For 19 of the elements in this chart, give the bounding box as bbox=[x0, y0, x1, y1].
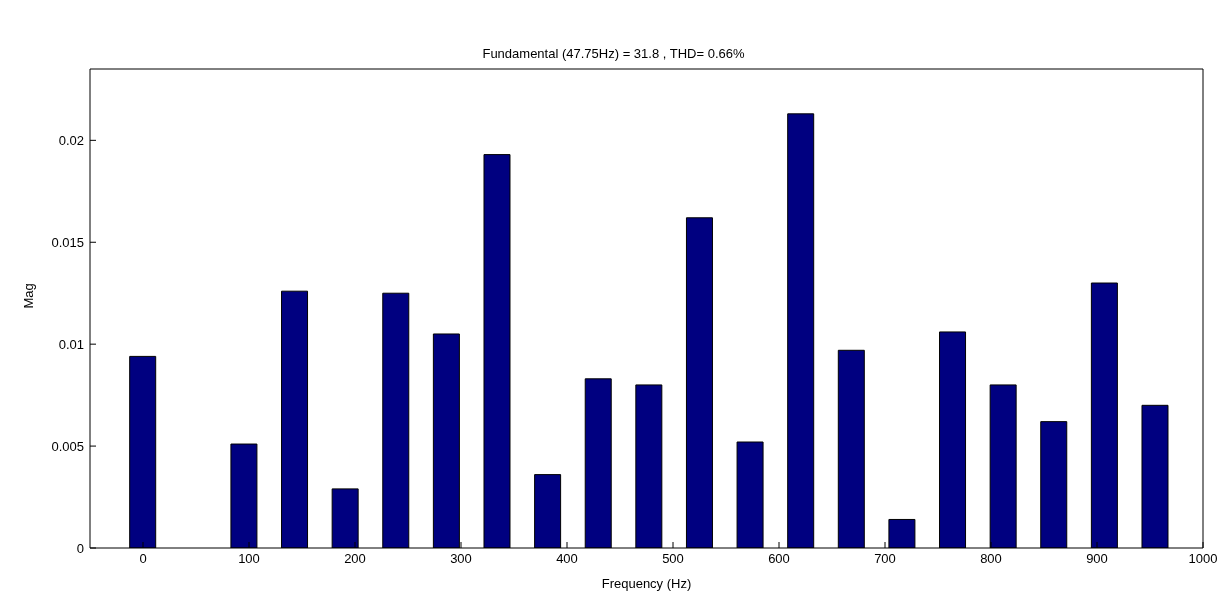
y-tick-label: 0 bbox=[76, 540, 84, 556]
y-tick-label: 0.015 bbox=[51, 234, 84, 250]
x-axis-title: Frequency (Hz) bbox=[601, 576, 692, 591]
x-tick-label: 200 bbox=[344, 551, 366, 567]
x-tick-label: 900 bbox=[1086, 551, 1108, 567]
x-tick-label: 300 bbox=[450, 551, 472, 567]
x-tick-label: 0 bbox=[139, 551, 147, 567]
chart-title: Fundamental (47.75Hz) = 31.8 , THD= 0.66% bbox=[481, 46, 746, 61]
x-tick-label: 400 bbox=[556, 551, 578, 567]
x-tick-label: 1000 bbox=[1188, 551, 1218, 567]
x-tick-label: 700 bbox=[874, 551, 896, 567]
y-axis-title: Mag bbox=[20, 283, 36, 309]
y-tick-label: 0.005 bbox=[51, 438, 84, 454]
x-tick-label: 800 bbox=[980, 551, 1002, 567]
y-tick-label: 0.01 bbox=[58, 336, 84, 352]
x-tick-label: 100 bbox=[238, 551, 260, 567]
x-tick-label: 600 bbox=[768, 551, 790, 567]
y-tick-label: 0.02 bbox=[58, 132, 84, 148]
x-tick-label: 500 bbox=[662, 551, 684, 567]
